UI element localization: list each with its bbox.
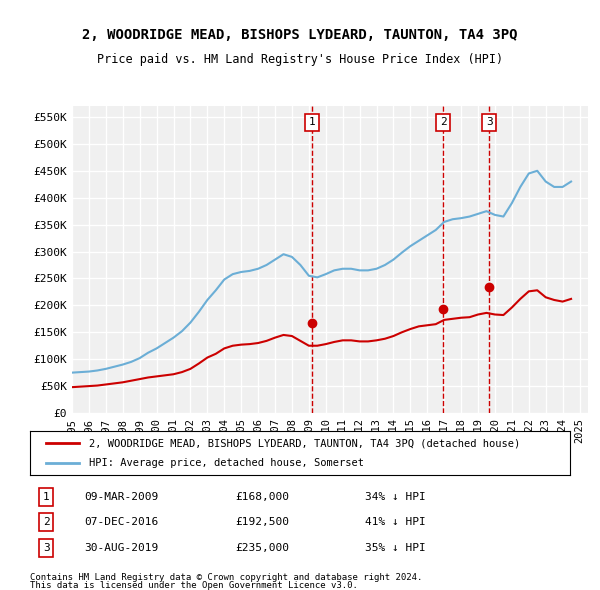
Text: Contains HM Land Registry data © Crown copyright and database right 2024.: Contains HM Land Registry data © Crown c… bbox=[30, 572, 422, 582]
Text: HPI: Average price, detached house, Somerset: HPI: Average price, detached house, Some… bbox=[89, 458, 364, 467]
Text: 2: 2 bbox=[440, 117, 446, 127]
Text: 2, WOODRIDGE MEAD, BISHOPS LYDEARD, TAUNTON, TA4 3PQ: 2, WOODRIDGE MEAD, BISHOPS LYDEARD, TAUN… bbox=[82, 28, 518, 42]
Text: 35% ↓ HPI: 35% ↓ HPI bbox=[365, 543, 425, 553]
Text: 1: 1 bbox=[43, 491, 50, 502]
Text: 3: 3 bbox=[486, 117, 493, 127]
Text: £235,000: £235,000 bbox=[235, 543, 289, 553]
Text: 09-MAR-2009: 09-MAR-2009 bbox=[84, 491, 158, 502]
Text: 1: 1 bbox=[308, 117, 316, 127]
Text: 30-AUG-2019: 30-AUG-2019 bbox=[84, 543, 158, 553]
Text: 34% ↓ HPI: 34% ↓ HPI bbox=[365, 491, 425, 502]
Text: Price paid vs. HM Land Registry's House Price Index (HPI): Price paid vs. HM Land Registry's House … bbox=[97, 53, 503, 65]
Text: This data is licensed under the Open Government Licence v3.0.: This data is licensed under the Open Gov… bbox=[30, 581, 358, 590]
Text: 41% ↓ HPI: 41% ↓ HPI bbox=[365, 517, 425, 527]
Text: £192,500: £192,500 bbox=[235, 517, 289, 527]
Text: 07-DEC-2016: 07-DEC-2016 bbox=[84, 517, 158, 527]
Text: 2, WOODRIDGE MEAD, BISHOPS LYDEARD, TAUNTON, TA4 3PQ (detached house): 2, WOODRIDGE MEAD, BISHOPS LYDEARD, TAUN… bbox=[89, 438, 521, 448]
Text: 2: 2 bbox=[43, 517, 50, 527]
Text: £168,000: £168,000 bbox=[235, 491, 289, 502]
Text: 3: 3 bbox=[43, 543, 50, 553]
